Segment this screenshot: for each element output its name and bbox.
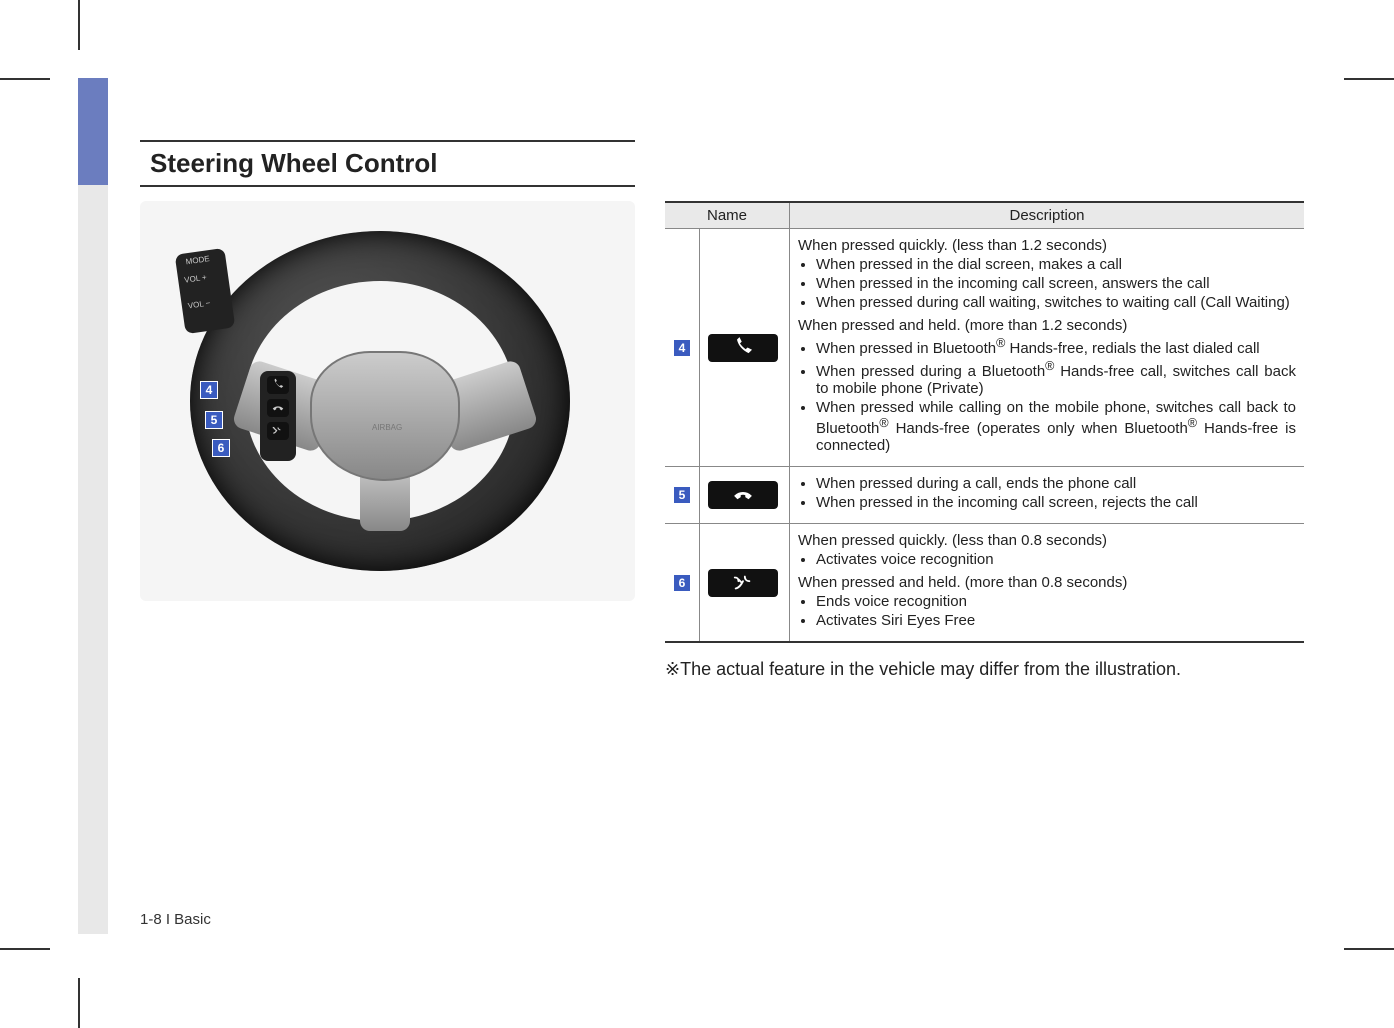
footnote-text: The actual feature in the vehicle may di…	[680, 659, 1181, 679]
crop-mark	[0, 948, 50, 950]
illustration-column: AIRBAG MODE VOL + VOL −	[140, 201, 635, 680]
vol-up-label: VOL +	[184, 273, 208, 285]
row-description: When pressed during a call, ends the pho…	[790, 467, 1305, 524]
row-number-cell: 6	[665, 524, 700, 643]
phone-pickup-icon	[708, 334, 778, 362]
side-tab	[78, 185, 108, 292]
description-column: Name Description 4 When pressed quickly. …	[665, 201, 1304, 680]
side-tab-active	[78, 78, 108, 185]
row-icon-cell	[700, 524, 790, 643]
description-table: Name Description 4 When pressed quickly. …	[665, 201, 1304, 643]
row-description: When pressed quickly. (less than 1.2 sec…	[790, 229, 1305, 467]
side-tab	[78, 827, 108, 934]
crop-mark	[1344, 948, 1394, 950]
row-icon-cell	[700, 229, 790, 467]
row-number-cell: 4	[665, 229, 700, 467]
side-tabs	[78, 78, 108, 938]
side-tab	[78, 613, 108, 720]
mode-label: MODE	[185, 254, 210, 266]
mode-vol-pad: MODE VOL + VOL −	[175, 248, 236, 334]
phone-hangup-icon	[708, 481, 778, 509]
side-tab	[78, 399, 108, 506]
row-callout: 4	[673, 339, 691, 357]
vol-down-label: VOL −	[187, 298, 211, 310]
th-desc: Description	[790, 202, 1305, 229]
callout-5: 5	[205, 411, 223, 429]
side-tab	[78, 506, 108, 613]
row-icon-cell	[700, 467, 790, 524]
side-tab	[78, 720, 108, 827]
voice-icon	[708, 569, 778, 597]
page-content: Steering Wheel Control AIRBAG MODE VOL +	[140, 140, 1304, 680]
th-name: Name	[665, 202, 790, 229]
row-number-cell: 5	[665, 467, 700, 524]
crop-mark	[78, 0, 80, 50]
crop-mark	[0, 78, 50, 80]
voice-icon	[267, 422, 289, 440]
callout-6: 6	[212, 439, 230, 457]
phone-pickup-icon	[267, 376, 289, 394]
footnote-mark: ※	[665, 659, 680, 679]
page-footer: 1-8 I Basic	[140, 911, 211, 928]
crop-mark	[1344, 78, 1394, 80]
row-callout: 6	[673, 574, 691, 592]
phone-hangup-icon	[267, 399, 289, 417]
side-tab	[78, 292, 108, 399]
callout-4: 4	[200, 381, 218, 399]
phone-voice-pad	[260, 371, 296, 461]
steering-wheel-illustration: AIRBAG MODE VOL + VOL −	[140, 201, 635, 601]
row-callout: 5	[673, 486, 691, 504]
crop-mark	[78, 978, 80, 1028]
row-description: When pressed quickly. (less than 0.8 sec…	[790, 524, 1305, 643]
section-title: Steering Wheel Control	[140, 140, 635, 187]
footnote: ※The actual feature in the vehicle may d…	[665, 659, 1304, 680]
airbag-label: AIRBAG	[372, 423, 402, 432]
